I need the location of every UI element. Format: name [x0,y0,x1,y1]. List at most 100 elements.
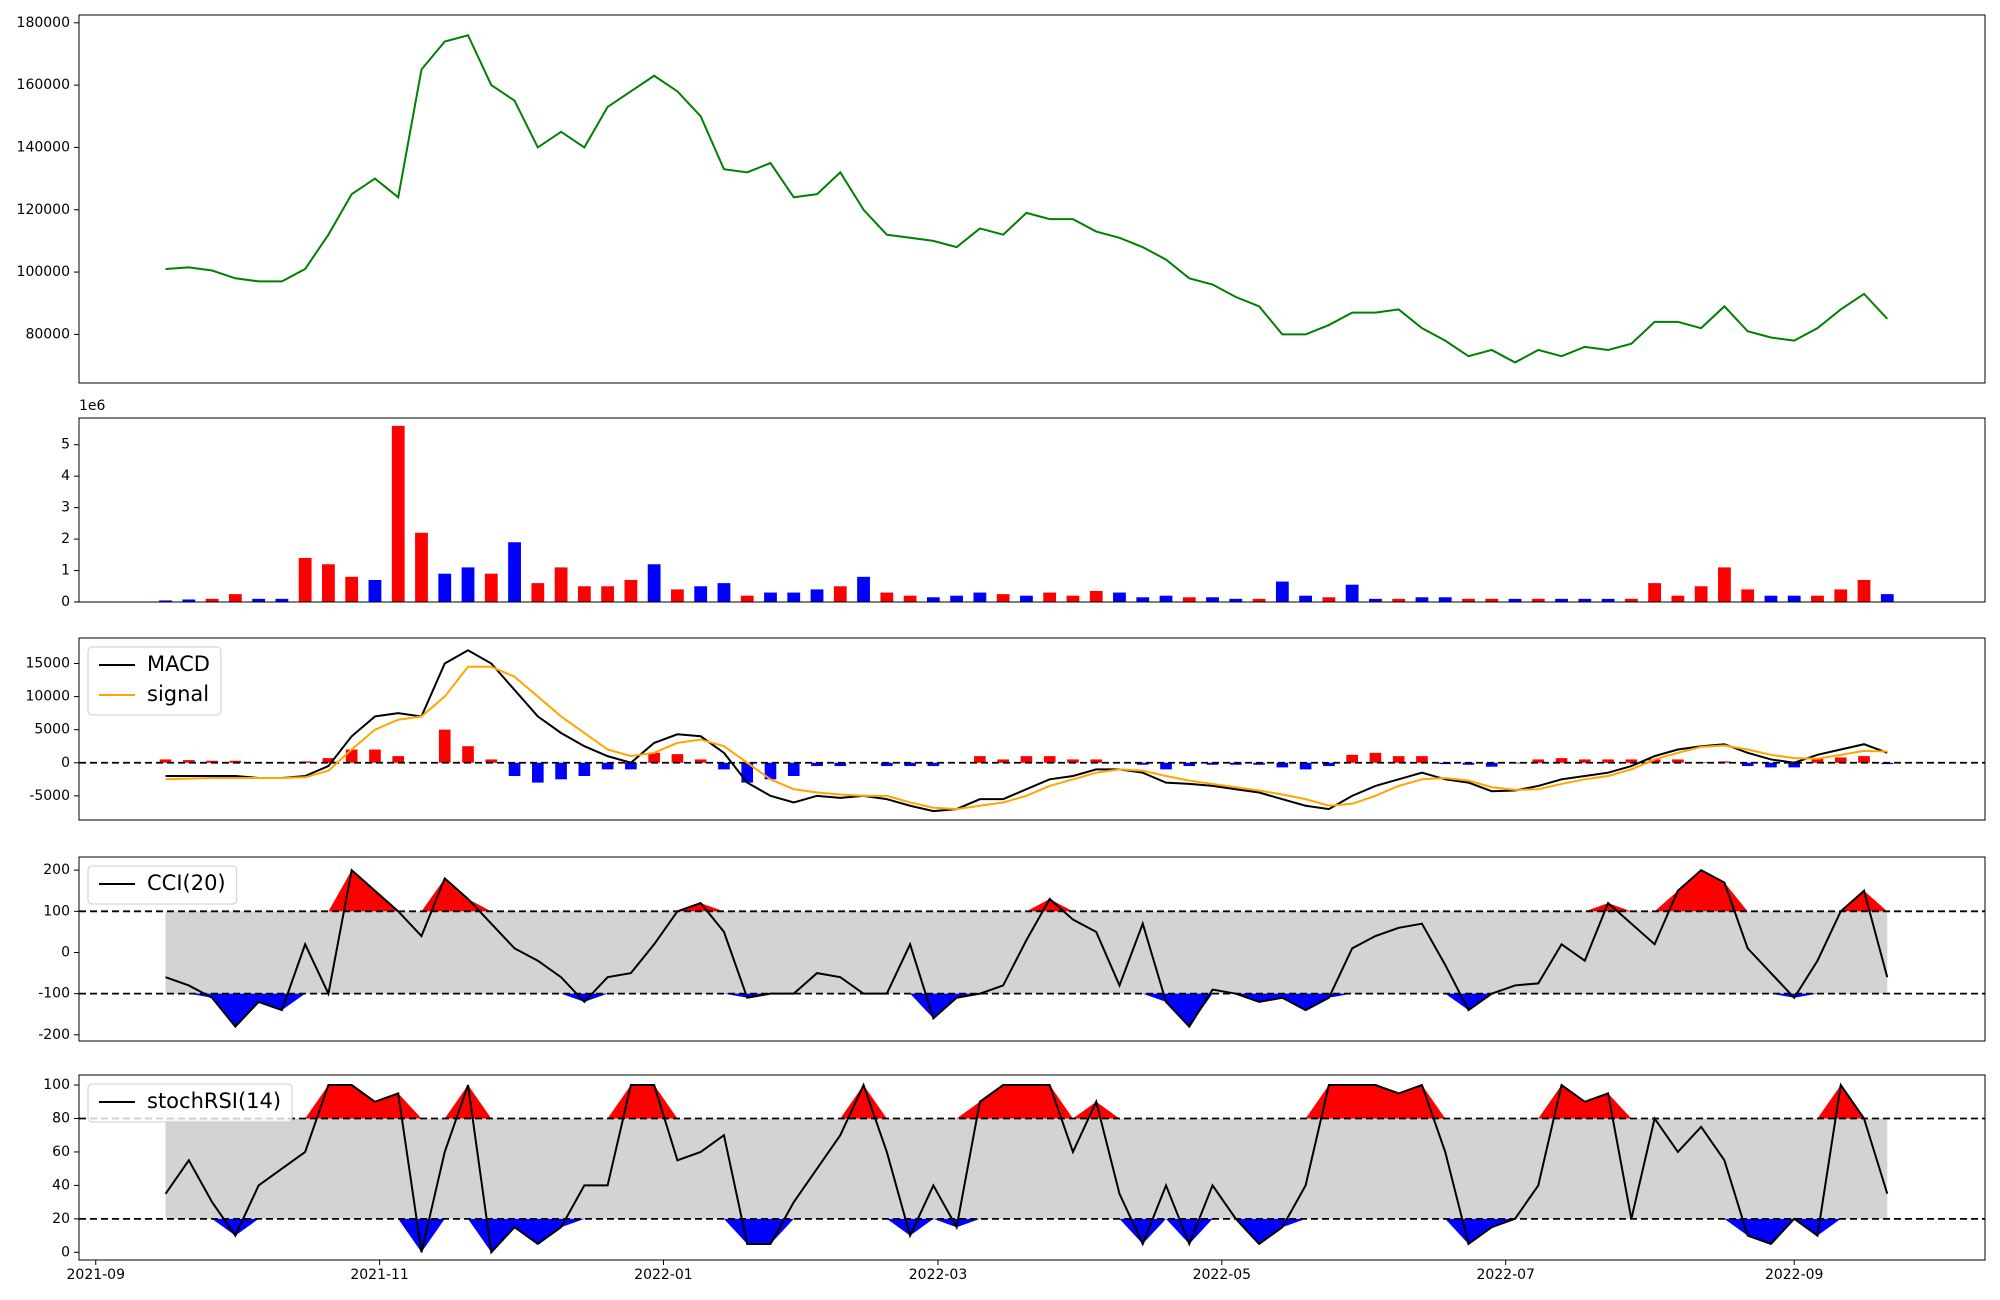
y-tick-label: 4 [61,468,70,484]
histogram-bar [1741,762,1754,767]
series-line [165,868,1889,1029]
offset-label: 1e6 [79,398,106,414]
x-tick-label: 2022-07 [1476,1267,1535,1283]
volume-bar [601,586,615,602]
volume-bar [1438,597,1452,602]
volume-bar [508,542,521,602]
volume-bar [1671,595,1685,602]
volume-bar [1369,598,1382,602]
histogram-bar [1229,762,1242,765]
y-tick-label: 40 [52,1177,70,1193]
x-tick-label: 2022-01 [634,1267,693,1283]
y-tick-label: 100000 [17,264,70,280]
y-tick-label: 60 [52,1144,70,1160]
volume-bar [764,592,777,602]
series-line [164,1082,1889,1255]
y-tick-label: 1 [61,563,70,579]
histogram-bar [974,756,986,763]
histogram-bar [159,759,172,763]
histogram-bar [508,762,521,776]
volume-bar [1531,598,1545,602]
volume-bar [903,595,917,602]
histogram-bar [1485,762,1498,767]
histogram-bar [671,754,684,763]
histogram-bar [1462,762,1475,765]
y-tick-label: 2 [61,531,70,547]
histogram-bar [183,760,195,763]
volume-bar [345,576,359,602]
volume-bar [1113,592,1126,602]
volume-bar [647,564,661,602]
volume-bar [833,586,847,602]
histogram-bar [1765,762,1777,768]
histogram-bar [462,746,474,763]
overbought-fill [165,1085,1888,1119]
histogram-bar [1811,758,1824,763]
y-tick-label: 0 [61,1244,70,1260]
volume-bar [415,532,428,602]
axes-frame [78,417,1986,603]
volume-bar [1462,598,1475,602]
volume-bar [1020,595,1033,602]
volume-bar [1136,597,1150,602]
volume-bar [1880,594,1894,602]
y-tick-label: 15000 [25,655,70,671]
legend: stochRSI(14) [87,1083,293,1123]
histogram-bar [1020,756,1033,763]
volume-bar [1392,598,1406,602]
y-tick-label: 5 [61,437,70,453]
legend: MACD signal [87,646,222,716]
y-tick-label: -100 [38,986,70,1002]
histogram-bar [1067,759,1079,763]
y-tick-label: 100 [43,903,70,919]
histogram-bar [997,759,1009,763]
volume-bar [973,592,987,602]
y-tick-label: 80000 [25,326,70,342]
y-tick-label: 5000 [34,722,70,738]
volume-bar [1694,586,1708,602]
volume-bar [391,425,405,602]
volume-bar [1206,597,1219,602]
histogram-bar [1160,762,1172,770]
oversold-fill [165,993,1888,1027]
histogram-bar [1788,762,1801,768]
volume-bar [252,598,266,602]
volume-bar [1787,595,1801,602]
y-tick-label: 120000 [17,202,70,218]
legend-label: signal [147,682,209,706]
histogram-bar [1299,762,1312,770]
histogram-bar [485,759,498,763]
histogram-bar [1346,754,1358,763]
overbought-fill [165,870,1888,912]
histogram-bar [1416,756,1428,763]
histogram-bar [927,762,940,767]
histogram-bar [206,760,218,763]
histogram-bar [741,762,754,783]
neutral-band [165,911,1888,994]
histogram-bar [1206,762,1219,765]
histogram-bar [1602,759,1614,763]
volume-bar [1648,583,1662,602]
volume-bar [996,594,1010,602]
histogram-bar [648,752,660,763]
axes-frame [78,14,1986,384]
histogram-bar [392,756,405,763]
volume-bar [1764,595,1778,602]
volume-bar [322,564,335,602]
axes-frame [78,1074,1986,1261]
histogram-bar [1043,756,1056,763]
series-line [165,665,1888,811]
volume-bar [1299,595,1313,602]
legend: CCI(20) [87,865,238,905]
histogram-bar [1555,758,1568,763]
histogram-bar [1578,759,1591,763]
histogram-bar [1183,762,1196,767]
histogram-bar [904,762,916,767]
histogram-bar [694,759,707,763]
volume-bar [1415,597,1429,602]
histogram-bar [1253,762,1265,765]
histogram-bar [1136,762,1149,765]
histogram-bar [1323,762,1335,767]
